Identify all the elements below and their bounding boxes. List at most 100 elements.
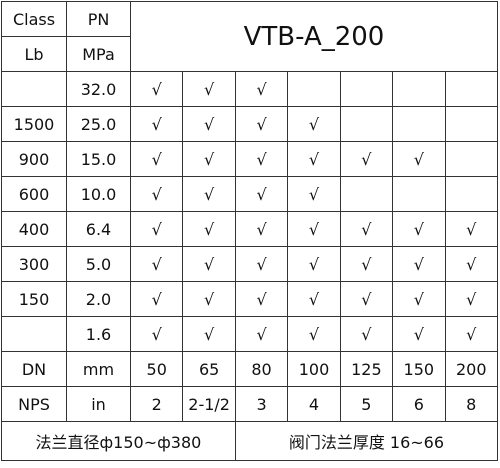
size-value: 8 <box>444 386 499 422</box>
pn-cell: 25.0 <box>66 106 131 142</box>
check-cell: √ <box>339 281 394 317</box>
check-cell: √ <box>287 141 341 177</box>
check-cell: √ <box>234 141 289 177</box>
check-cell: √ <box>392 316 446 352</box>
footer-left: 法兰直径ф150~ф380 <box>1 421 236 461</box>
header-row: Lb MPa <box>1 36 498 72</box>
check-cell: √ <box>234 176 289 212</box>
class-cell: 600 <box>1 176 67 212</box>
check-cell: √ <box>129 246 184 282</box>
class-cell: 150 <box>1 281 67 317</box>
check-cell: √ <box>392 211 446 247</box>
check-cell: √ <box>182 316 236 352</box>
check-cell <box>339 71 394 107</box>
check-cell: √ <box>287 316 341 352</box>
pn-cell: 6.4 <box>66 211 131 247</box>
model-title: VTB-A_200 <box>130 1 498 72</box>
size-row: NPS in 2 2-1/2 3 4 5 6 8 <box>1 386 499 422</box>
check-cell: √ <box>182 141 236 177</box>
check-cell: √ <box>129 281 184 317</box>
check-cell: √ <box>339 316 394 352</box>
check-cell <box>444 106 499 142</box>
size-value: 3 <box>234 386 289 422</box>
rating-table: Class PN VTB-A_200 Lb MPa 32.0 √ √ √ 1500 25.… <box>1 1 499 461</box>
check-cell <box>287 71 341 107</box>
pn-cell: 5.0 <box>66 246 131 282</box>
check-cell: √ <box>129 176 184 212</box>
check-cell: √ <box>129 71 184 107</box>
check-cell: √ <box>182 71 236 107</box>
check-cell: √ <box>287 211 341 247</box>
check-cell <box>392 71 446 107</box>
check-cell: √ <box>182 211 236 247</box>
pressure-row: 32.0 √ √ √ <box>1 71 499 107</box>
size-unit: in <box>66 386 131 422</box>
check-cell: √ <box>234 246 289 282</box>
pn-cell: 32.0 <box>66 71 131 107</box>
class-label: Class <box>1 1 67 37</box>
size-value: 5 <box>339 386 394 422</box>
check-cell: √ <box>234 211 289 247</box>
size-value: 50 <box>129 351 184 387</box>
size-value: 2-1/2 <box>182 386 236 422</box>
check-cell: √ <box>444 211 499 247</box>
check-cell: √ <box>392 281 446 317</box>
check-cell <box>444 71 499 107</box>
check-cell: √ <box>392 141 446 177</box>
check-cell <box>444 176 499 212</box>
check-cell: √ <box>287 176 341 212</box>
header-row: Class PN VTB-A_200 <box>1 1 498 72</box>
check-cell: √ <box>129 106 184 142</box>
size-value: 150 <box>392 351 446 387</box>
check-cell: √ <box>444 246 499 282</box>
pressure-row: 1500 25.0 √ √ √ √ <box>1 106 499 142</box>
pn-cell: 15.0 <box>66 141 131 177</box>
check-cell: √ <box>182 106 236 142</box>
size-value: 65 <box>182 351 236 387</box>
pn-cell: 10.0 <box>66 176 131 212</box>
check-cell: √ <box>234 106 289 142</box>
size-value: 100 <box>287 351 341 387</box>
pn-cell: 2.0 <box>66 281 131 317</box>
size-value: 4 <box>287 386 341 422</box>
mpa-label: MPa <box>66 36 131 72</box>
footer-right: 阀门法兰厚度 16~66 <box>234 421 499 461</box>
size-label: DN <box>1 351 67 387</box>
footer-row: 法兰直径ф150~ф380 阀门法兰厚度 16~66 <box>1 421 499 461</box>
check-cell: √ <box>444 316 499 352</box>
pressure-row: 900 15.0 √ √ √ √ √ √ <box>1 141 499 177</box>
check-cell: √ <box>339 141 394 177</box>
check-cell: √ <box>234 316 289 352</box>
check-cell <box>392 176 446 212</box>
class-cell: 400 <box>1 211 67 247</box>
size-label: NPS <box>1 386 67 422</box>
check-cell: √ <box>444 281 499 317</box>
class-cell: 1500 <box>1 106 67 142</box>
class-cell: 900 <box>1 141 67 177</box>
check-cell: √ <box>182 176 236 212</box>
class-cell: 300 <box>1 246 67 282</box>
pn-cell: 1.6 <box>66 316 131 352</box>
check-cell: √ <box>182 281 236 317</box>
class-cell <box>1 71 67 107</box>
pressure-row: 150 2.0 √ √ √ √ √ √ √ <box>1 281 499 317</box>
check-cell: √ <box>339 246 394 282</box>
size-unit: mm <box>66 351 131 387</box>
pressure-row: 600 10.0 √ √ √ √ <box>1 176 499 212</box>
size-row: DN mm 50 65 80 100 125 150 200 <box>1 351 499 387</box>
pressure-row: 1.6 √ √ √ √ √ √ √ <box>1 316 499 352</box>
check-cell <box>339 106 394 142</box>
check-cell: √ <box>392 246 446 282</box>
class-cell <box>1 316 67 352</box>
check-cell <box>339 176 394 212</box>
check-cell: √ <box>129 211 184 247</box>
check-cell <box>392 106 446 142</box>
check-cell: √ <box>234 281 289 317</box>
size-value: 2 <box>129 386 184 422</box>
check-cell: √ <box>287 246 341 282</box>
check-cell: √ <box>339 211 394 247</box>
size-value: 200 <box>444 351 499 387</box>
size-value: 6 <box>392 386 446 422</box>
check-cell: √ <box>287 281 341 317</box>
